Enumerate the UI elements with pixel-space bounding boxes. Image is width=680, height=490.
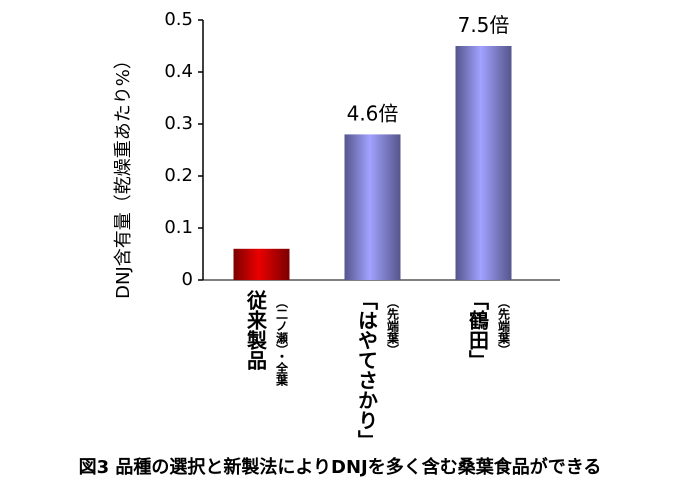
y-tick-label: 0.3 <box>164 113 193 134</box>
category-note: （二ノ瀬）・全葉 <box>275 296 289 387</box>
y-axis-label: DNJ含有量（乾燥重あたり%） <box>113 51 134 299</box>
bar <box>455 46 512 280</box>
x-tick-label: 「はやてさかり」 <box>355 290 379 450</box>
y-tick-label: 0 <box>182 269 193 290</box>
caption: 図3 品種の選択と新製法によりDNJを多く含む桑葉食品ができる <box>79 456 602 478</box>
category-note: （先端葉） <box>497 296 511 356</box>
y-tick-label: 0.1 <box>164 217 193 238</box>
y-tick-label: 0.4 <box>164 61 193 82</box>
y-tick-label: 0.5 <box>164 9 193 30</box>
bar <box>344 134 401 280</box>
ratio-label: 7.5倍 <box>458 13 510 37</box>
y-tick-label: 0.2 <box>164 165 193 186</box>
x-tick-label: 従来製品 <box>244 289 268 371</box>
bar <box>233 248 290 280</box>
x-tick-label: 「鶴田」 <box>466 290 490 370</box>
ratio-label: 4.6倍 <box>347 101 399 125</box>
category-note: （先端葉） <box>386 296 400 356</box>
